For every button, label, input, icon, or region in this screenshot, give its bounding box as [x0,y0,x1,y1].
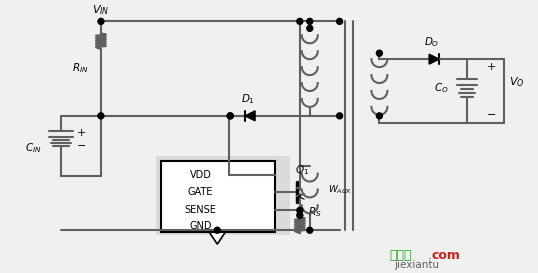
Text: SENSE: SENSE [185,205,217,215]
Text: $V_{IN}$: $V_{IN}$ [92,4,110,17]
Circle shape [307,25,313,31]
Text: −: − [77,141,87,151]
Polygon shape [245,111,255,121]
Bar [155,156,290,235]
Text: GND: GND [189,221,212,231]
Circle shape [98,113,104,119]
Text: $W_{AUX}$: $W_{AUX}$ [328,183,352,196]
Text: VDD: VDD [190,170,211,180]
Text: 接线图: 接线图 [390,249,412,262]
Text: jiexiantu: jiexiantu [394,260,440,270]
Circle shape [297,18,303,24]
Circle shape [307,18,313,24]
Text: $D_O$: $D_O$ [424,35,440,49]
Text: $C_O$: $C_O$ [434,81,449,95]
Circle shape [227,113,233,119]
Circle shape [214,227,220,233]
Polygon shape [429,54,439,64]
Circle shape [297,212,303,218]
Circle shape [377,113,383,119]
Text: com: com [431,249,460,262]
Circle shape [377,50,383,56]
Polygon shape [209,232,225,244]
Text: +: + [486,62,495,72]
Text: $C_{IN}$: $C_{IN}$ [25,141,41,155]
Text: −: − [486,110,495,120]
Circle shape [297,207,303,213]
Text: $V_O$: $V_O$ [509,75,524,89]
Circle shape [337,18,343,24]
Circle shape [337,113,343,119]
Circle shape [307,227,313,233]
Text: $R_S$: $R_S$ [308,205,321,219]
Text: $D_1$: $D_1$ [241,92,255,106]
Circle shape [227,113,233,119]
Text: $R_{IN}$: $R_{IN}$ [73,61,89,75]
Text: $Q_1$: $Q_1$ [295,163,309,177]
Text: .: . [427,249,431,262]
Bar [160,161,275,232]
Text: GATE: GATE [188,188,213,197]
Text: +: + [77,128,87,138]
Circle shape [98,18,104,24]
